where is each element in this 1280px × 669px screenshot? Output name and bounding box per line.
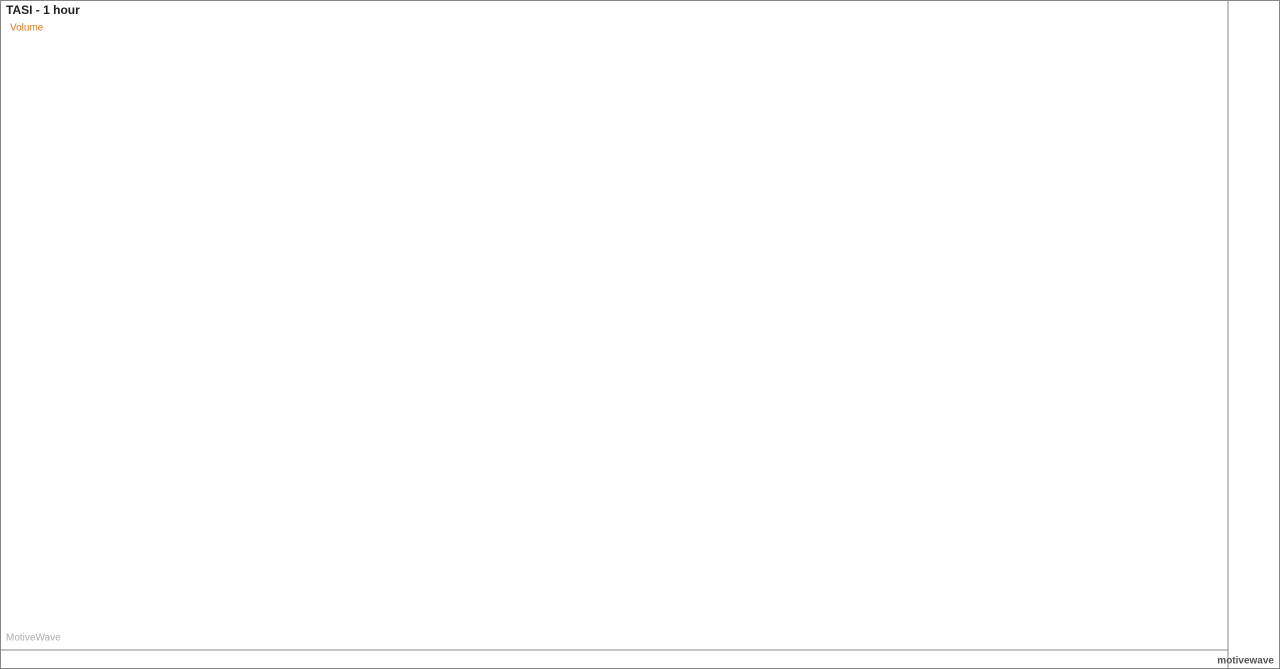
watermark: MotiveWave xyxy=(6,633,61,644)
volume-title: Volume xyxy=(10,23,44,34)
chart-title: TASI - 1 hour xyxy=(6,3,80,17)
watermark: motivewave xyxy=(1217,656,1274,667)
